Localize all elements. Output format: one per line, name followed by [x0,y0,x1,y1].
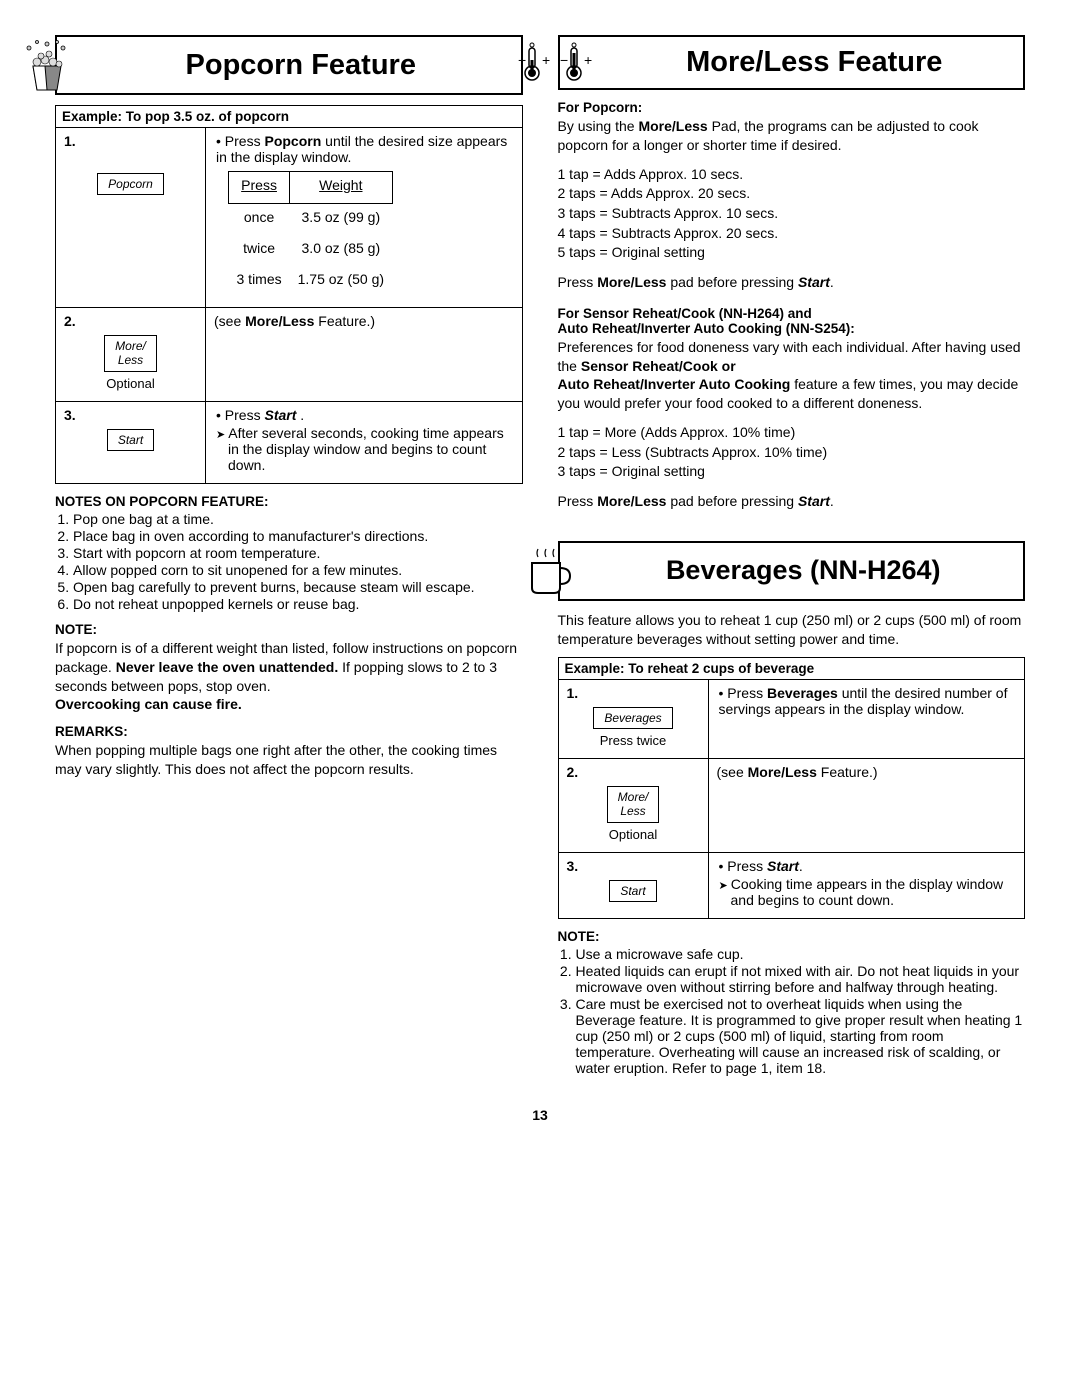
thermometer-icon: − + − + [518,40,600,85]
mug-icon [518,546,578,596]
remarks-heading: REMARKS: [55,724,523,739]
beverages-example-header: Example: To reheat 2 cups of beverage [558,657,1026,679]
right-column: − + − + More/Less Fe [558,35,1026,1077]
arrow-note: Cooking time appears in the display wind… [717,876,1017,908]
svg-text:+: + [542,52,550,68]
popcorn-header: Popcorn Feature [55,35,523,95]
left-column: Popcorn Feature Example: To pop 3.5 oz. … [55,35,523,1077]
popcorn-icon [15,40,75,90]
list-item: Do not reheat unpopped kernels or reuse … [73,596,523,612]
step-number: 3. [64,407,197,423]
step-number: 2. [64,313,197,329]
page-number: 13 [55,1107,1025,1123]
beverages-steps-table: 1. Beverages Press twice Press Beverages… [558,679,1026,919]
bev-note-heading: NOTE: [558,929,1026,944]
list-item: Care must be exercised not to overheat l… [576,996,1026,1076]
list-item: Open bag carefully to prevent burns, bec… [73,579,523,595]
list-item: Pop one bag at a time. [73,511,523,527]
sensor-heading-1: For Sensor Reheat/Cook (NN-H264) and [558,306,1026,321]
moreless-title: More/Less Feature [614,46,1016,79]
list-item: Allow popped corn to sit unopened for a … [73,562,523,578]
beverages-title: Beverages (NN-H264) [592,555,1016,586]
arrow-note: After several seconds, cooking time appe… [214,425,514,473]
list-item: Start with popcorn at room temperature. [73,545,523,561]
sensor-heading-2: Auto Reheat/Inverter Auto Cooking (NN-S2… [558,321,1026,336]
beverages-header: Beverages (NN-H264) [558,541,1026,601]
taps-list-2: 1 tap = More (Adds Approx. 10% time)2 ta… [558,423,1026,482]
step-number: 1. [64,133,197,149]
svg-text:−: − [518,52,526,68]
svg-text:+: + [584,52,592,68]
popcorn-title: Popcorn Feature [89,49,513,82]
popcorn-example-header: Example: To pop 3.5 oz. of popcorn [55,105,523,127]
popcorn-notes-heading: NOTES ON POPCORN FEATURE: [55,494,523,509]
note-heading: NOTE: [55,622,523,637]
beverages-notes-list: Use a microwave safe cup.Heated liquids … [558,946,1026,1076]
list-item: Heated liquids can erupt if not mixed wi… [576,963,1026,995]
press-weight-table: PressWeight once3.5 oz (99 g) twice3.0 o… [228,171,393,297]
popcorn-notes-list: Pop one bag at a time.Place bag in oven … [55,511,523,612]
beverages-button: Beverages [593,707,672,729]
popcorn-button: Popcorn [97,173,164,195]
popcorn-steps-table: 1. Popcorn Press Popcorn until the desir… [55,127,523,484]
svg-text:−: − [560,52,568,68]
start-button: Start [107,429,154,451]
moreless-header: − + − + More/Less Fe [558,35,1026,90]
for-popcorn-heading: For Popcorn: [558,100,1026,115]
popcorn-note-text: If popcorn is of a different weight than… [55,639,523,715]
list-item: Use a microwave safe cup. [576,946,1026,962]
taps-list: 1 tap = Adds Approx. 10 secs.2 taps = Ad… [558,165,1026,263]
list-item: Place bag in oven according to manufactu… [73,528,523,544]
more-less-button: More/ Less [104,335,157,372]
start-button: Start [609,880,656,902]
more-less-button: More/ Less [607,786,660,823]
remarks-text: When popping multiple bags one right aft… [55,741,523,779]
beverages-intro: This feature allows you to reheat 1 cup … [558,611,1026,649]
